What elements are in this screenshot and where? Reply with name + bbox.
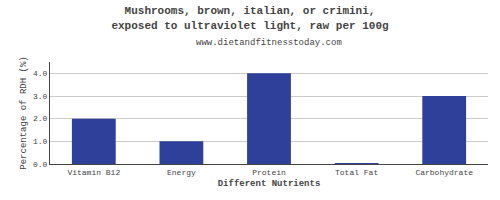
svg-text:3.0: 3.0 xyxy=(33,92,48,101)
svg-text:Percentage of RDH (%): Percentage of RDH (%) xyxy=(19,56,29,169)
svg-text:1.0: 1.0 xyxy=(33,137,48,146)
svg-text:Protein: Protein xyxy=(252,168,286,177)
svg-text:0.0: 0.0 xyxy=(33,160,48,169)
svg-text:Mushrooms, brown, italian, or: Mushrooms, brown, italian, or crimini,ex… xyxy=(111,5,388,31)
svg-text:Carbohydrate: Carbohydrate xyxy=(415,168,473,177)
svg-text:Vitamin B12: Vitamin B12 xyxy=(67,168,120,177)
svg-text:Different Nutrients: Different Nutrients xyxy=(218,179,321,189)
svg-text:Energy: Energy xyxy=(167,168,196,177)
svg-text:2.0: 2.0 xyxy=(33,114,48,123)
svg-text:4.0: 4.0 xyxy=(33,69,48,78)
svg-text:www.dietandfitnesstoday.com: www.dietandfitnesstoday.com xyxy=(196,38,342,48)
svg-text:Total Fat: Total Fat xyxy=(335,168,378,177)
